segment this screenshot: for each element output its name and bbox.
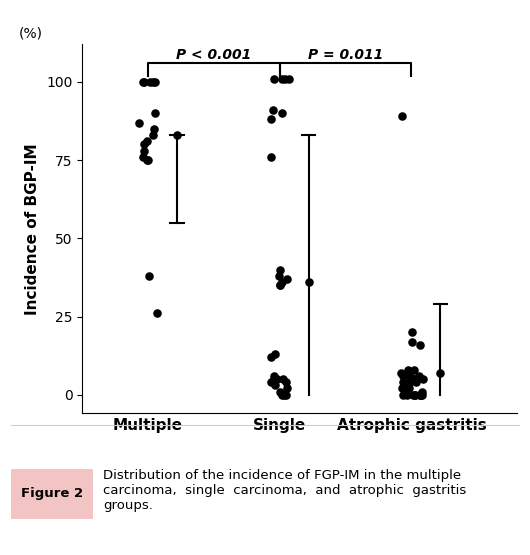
Point [285, 74, 293, 83]
Point [143, 137, 152, 146]
Point [266, 378, 275, 387]
Point [267, 115, 276, 124]
Point [409, 375, 418, 384]
Point [145, 271, 153, 280]
Point [271, 381, 280, 390]
Point [398, 384, 406, 393]
Point [404, 369, 413, 377]
Point [143, 156, 151, 165]
Point [410, 375, 419, 384]
Point [401, 381, 410, 390]
Point [278, 74, 286, 83]
Point [278, 390, 287, 399]
Point [269, 105, 278, 114]
Point [414, 371, 423, 380]
Point [270, 375, 278, 384]
Point [416, 390, 425, 399]
Point [276, 281, 284, 290]
Point [399, 371, 408, 380]
Point [411, 378, 420, 387]
Point [279, 375, 287, 384]
Text: P < 0.001: P < 0.001 [176, 48, 251, 62]
Point [398, 112, 406, 121]
Point [151, 78, 160, 87]
Point [151, 109, 159, 118]
Point [283, 275, 292, 284]
Point [410, 365, 418, 374]
Point [396, 369, 405, 377]
Point [409, 390, 417, 399]
Point [273, 375, 281, 384]
Point [153, 309, 161, 318]
Point [139, 78, 147, 87]
Point [416, 390, 424, 399]
Point [282, 390, 290, 399]
Text: P = 0.011: P = 0.011 [308, 48, 383, 62]
Point [276, 281, 284, 290]
Point [149, 78, 157, 87]
Text: Distribution of the incidence of FGP-IM in the multiple
carcinoma,  single  carc: Distribution of the incidence of FGP-IM … [103, 469, 466, 512]
Y-axis label: Incidence of BGP-IM: Incidence of BGP-IM [25, 143, 40, 315]
Point [140, 78, 148, 87]
Point [270, 74, 279, 83]
Point [278, 278, 286, 286]
Point [404, 365, 412, 374]
Point [270, 371, 278, 380]
Point [146, 78, 155, 87]
Point [411, 390, 420, 399]
Point [271, 350, 279, 359]
Point [402, 390, 411, 399]
Point [135, 118, 143, 127]
Point [149, 124, 158, 133]
Point [436, 369, 445, 377]
Point [140, 140, 148, 149]
Point [267, 353, 275, 362]
Point [269, 378, 278, 387]
Point [173, 130, 181, 139]
Point [400, 387, 409, 396]
Point [419, 375, 427, 384]
Text: (%): (%) [19, 27, 43, 41]
Point [411, 390, 419, 399]
Point [416, 340, 425, 349]
Point [304, 278, 313, 286]
Point [140, 147, 148, 155]
Point [418, 387, 427, 396]
Point [406, 378, 414, 387]
Point [282, 384, 291, 393]
Point [418, 390, 426, 399]
Point [276, 265, 284, 274]
Point [281, 74, 289, 83]
Point [410, 375, 418, 384]
Point [275, 271, 284, 280]
Point [408, 327, 417, 336]
Point [267, 153, 276, 162]
Point [278, 109, 286, 118]
Text: Figure 2: Figure 2 [21, 487, 83, 501]
Point [408, 337, 416, 346]
Point [280, 390, 288, 399]
Point [149, 130, 158, 139]
Point [404, 371, 413, 380]
Point [417, 390, 425, 399]
Point [399, 390, 407, 399]
Point [144, 156, 152, 165]
Point [399, 378, 408, 387]
Point [281, 378, 290, 387]
Point [403, 369, 411, 377]
Point [276, 387, 284, 396]
Point [139, 153, 148, 162]
Point [405, 384, 413, 393]
